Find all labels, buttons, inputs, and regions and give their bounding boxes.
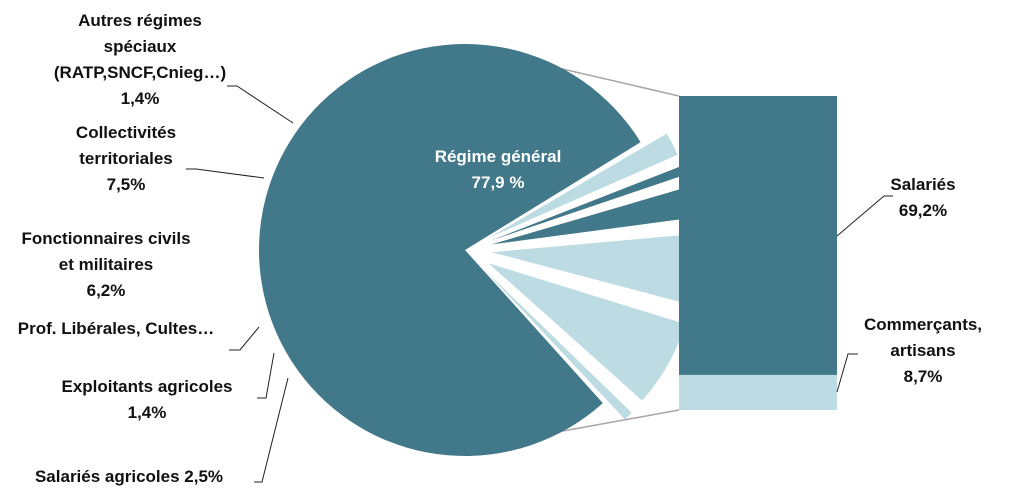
leader-lines (186, 85, 893, 483)
leader-line (227, 85, 294, 124)
pie-slice (491, 186, 696, 245)
bar-segment (679, 374, 837, 410)
leader-line (257, 352, 275, 399)
leader-line (836, 195, 893, 237)
pie-slices (259, 44, 698, 457)
slice-label: Fonctionnaires civils et militaires 6,2% (21, 229, 190, 300)
slice-label: Prof. Libérales, Cultes… (18, 319, 215, 338)
pie-slice (491, 233, 698, 305)
slice-label: Collectivités territoriales 7,5% (76, 123, 176, 194)
leader-line (254, 377, 289, 483)
pie-slice (483, 269, 632, 420)
pie-slice (259, 44, 641, 457)
bar-segment-label: Salariés 69,2% (890, 175, 955, 220)
leader-line (186, 168, 265, 179)
leader-line (229, 326, 260, 351)
stacked-bar (679, 96, 837, 410)
slice-label: Autres régimes spéciaux (RATP,SNCF,Cnieg…)… (54, 11, 226, 108)
bar-segment-label: Commerçants, artisans 8,7% (864, 315, 982, 386)
slice-label: Salariés agricoles 2,5% (35, 467, 223, 486)
bar-segment (679, 96, 837, 375)
leader-line (836, 353, 858, 393)
slice-label: Exploitants agricoles 1,4% (62, 377, 233, 422)
slice-label: Régime général 77,9 % (435, 147, 562, 192)
pie-slice (488, 263, 686, 401)
data-labels: Régime général 77,9 % Salariés agricoles 2… (18, 11, 982, 486)
pie-slice (489, 133, 678, 238)
pie-slice (490, 165, 686, 241)
